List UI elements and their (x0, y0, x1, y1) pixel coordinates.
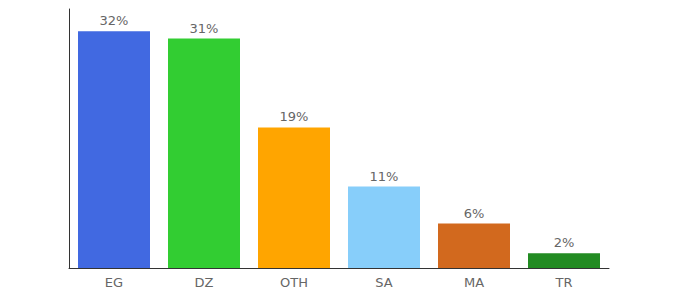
svg-text:31%: 31% (190, 21, 219, 36)
svg-text:SA: SA (375, 275, 392, 290)
svg-text:6%: 6% (464, 206, 485, 221)
svg-text:OTH: OTH (280, 275, 308, 290)
svg-text:32%: 32% (100, 13, 129, 28)
svg-text:TR: TR (555, 275, 573, 290)
svg-text:2%: 2% (554, 235, 575, 250)
svg-text:DZ: DZ (195, 275, 214, 290)
svg-text:MA: MA (464, 275, 484, 290)
svg-text:19%: 19% (280, 109, 309, 124)
svg-text:11%: 11% (370, 169, 399, 184)
svg-text:EG: EG (105, 275, 123, 290)
